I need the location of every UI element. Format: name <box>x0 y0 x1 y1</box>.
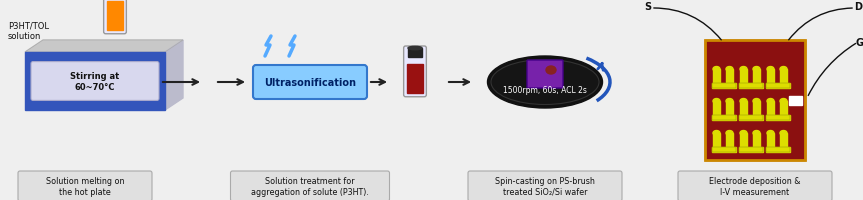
Text: D: D <box>854 2 862 12</box>
Bar <box>712 115 736 120</box>
Polygon shape <box>165 41 183 110</box>
Ellipse shape <box>713 67 720 72</box>
FancyBboxPatch shape <box>18 171 152 200</box>
Bar <box>107 2 123 31</box>
Bar <box>739 147 763 152</box>
Bar <box>753 70 760 84</box>
Bar <box>713 133 720 147</box>
Bar <box>740 101 747 115</box>
FancyBboxPatch shape <box>678 171 832 200</box>
Bar <box>753 101 760 115</box>
Bar <box>780 133 787 147</box>
Bar <box>712 115 736 120</box>
Bar <box>766 84 790 89</box>
Ellipse shape <box>753 99 760 104</box>
Bar <box>766 147 790 152</box>
Ellipse shape <box>753 131 760 136</box>
Bar <box>739 84 763 89</box>
Ellipse shape <box>726 99 733 104</box>
Bar <box>726 101 733 115</box>
FancyBboxPatch shape <box>31 62 159 101</box>
Bar <box>767 101 774 115</box>
Ellipse shape <box>753 67 760 72</box>
FancyBboxPatch shape <box>404 47 426 97</box>
Bar <box>767 133 774 147</box>
Bar <box>712 147 736 152</box>
Ellipse shape <box>408 47 422 50</box>
Ellipse shape <box>767 99 774 104</box>
Ellipse shape <box>726 131 733 136</box>
Text: 1500rpm, 60s, ACL 2s: 1500rpm, 60s, ACL 2s <box>503 86 587 95</box>
Text: S: S <box>645 2 652 12</box>
Ellipse shape <box>740 99 747 104</box>
Text: P3HT/TOL
solution: P3HT/TOL solution <box>8 21 49 40</box>
Bar <box>705 41 805 160</box>
Bar <box>780 101 787 115</box>
Ellipse shape <box>713 99 720 104</box>
Bar <box>753 133 760 147</box>
Bar <box>766 84 790 89</box>
Bar <box>739 84 763 89</box>
Text: Spin-casting on PS-brush
treated SiO₂/Si wafer: Spin-casting on PS-brush treated SiO₂/Si… <box>495 176 595 196</box>
Ellipse shape <box>546 67 556 75</box>
Bar <box>739 115 763 120</box>
Bar <box>712 84 736 89</box>
Ellipse shape <box>740 131 747 136</box>
Bar <box>705 41 805 160</box>
Polygon shape <box>25 41 183 53</box>
FancyBboxPatch shape <box>527 61 563 89</box>
Bar <box>767 70 774 84</box>
Ellipse shape <box>488 57 602 108</box>
Bar <box>739 147 763 152</box>
Ellipse shape <box>780 99 787 104</box>
Bar <box>740 70 747 84</box>
Text: Solution melting on
the hot plate: Solution melting on the hot plate <box>46 176 124 196</box>
Bar <box>712 84 736 89</box>
Text: Electrode deposition &
I-V measurement: Electrode deposition & I-V measurement <box>709 176 801 196</box>
Ellipse shape <box>740 67 747 72</box>
Ellipse shape <box>491 60 599 105</box>
Ellipse shape <box>780 131 787 136</box>
FancyBboxPatch shape <box>468 171 622 200</box>
Bar <box>789 97 802 105</box>
Bar <box>739 115 763 120</box>
Bar <box>740 133 747 147</box>
Text: Solution treatment for
aggregation of solute (P3HT).: Solution treatment for aggregation of so… <box>251 176 369 196</box>
Bar <box>726 133 733 147</box>
Bar <box>766 115 790 120</box>
Bar <box>780 70 787 84</box>
Ellipse shape <box>767 67 774 72</box>
Ellipse shape <box>726 67 733 72</box>
Polygon shape <box>25 53 165 110</box>
Bar <box>726 70 733 84</box>
FancyBboxPatch shape <box>230 171 389 200</box>
Bar <box>766 147 790 152</box>
FancyBboxPatch shape <box>253 66 367 100</box>
Bar <box>713 70 720 84</box>
Bar <box>407 65 423 94</box>
Bar <box>713 101 720 115</box>
Text: G: G <box>856 38 863 48</box>
Ellipse shape <box>780 67 787 72</box>
Ellipse shape <box>713 131 720 136</box>
Ellipse shape <box>767 131 774 136</box>
Bar <box>408 49 422 57</box>
FancyBboxPatch shape <box>104 0 126 35</box>
Text: Ultrasonification: Ultrasonification <box>264 78 356 88</box>
Bar <box>766 115 790 120</box>
Text: Stirring at
60~70°C: Stirring at 60~70°C <box>71 72 120 91</box>
Bar <box>712 147 736 152</box>
